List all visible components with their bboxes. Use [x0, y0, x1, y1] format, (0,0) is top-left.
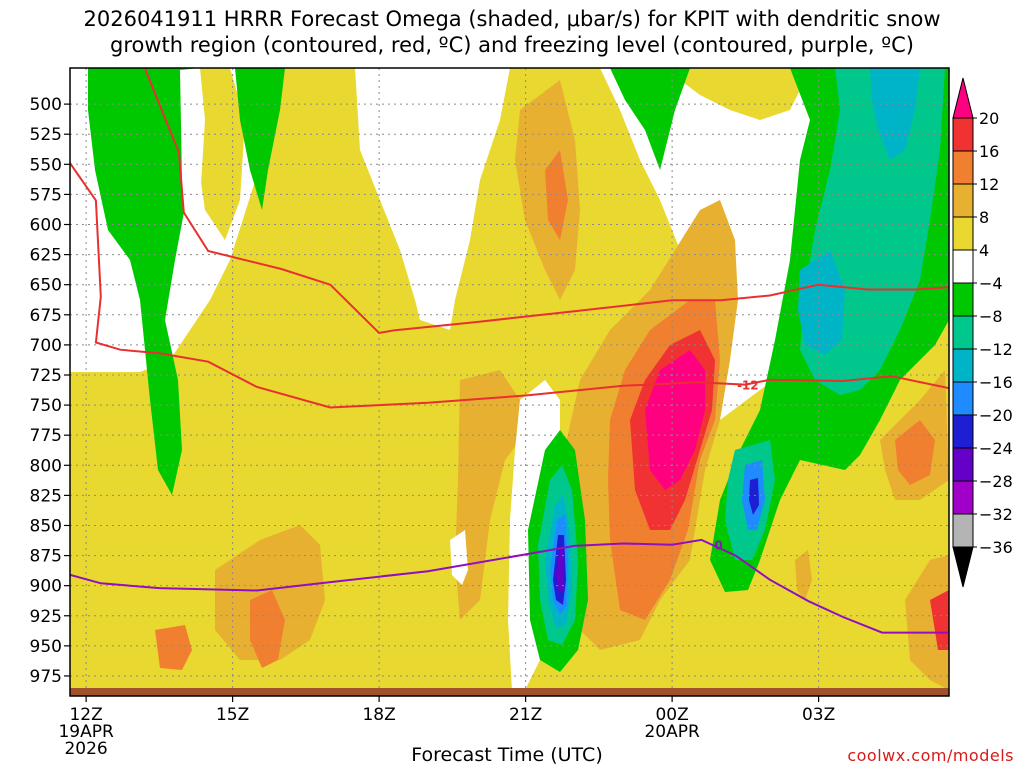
x-tick-label: 18Z: [362, 705, 395, 725]
colorbar-top-arrow: [952, 77, 974, 119]
y-tick-label: 525: [30, 125, 62, 145]
y-tick-label: 975: [30, 667, 62, 687]
colorbar-label: −36: [979, 538, 1013, 557]
colorbar-label: −28: [979, 472, 1013, 491]
field-green-left2: [235, 68, 285, 210]
y-tick-label: 925: [30, 607, 62, 627]
y-tick-label: 850: [30, 516, 62, 536]
field-orange-top2: [545, 150, 568, 240]
field-ltorange-right2: [905, 555, 949, 690]
colorbar-box-3: [952, 216, 974, 251]
x-tick-date: 20APR: [644, 722, 700, 742]
x-tick-label: 00Z: [655, 705, 688, 725]
y-tick-label: 650: [30, 276, 62, 296]
y-axis: 500 525 550 575 600 625 650 675 700 725 750 775 800 8…: [30, 95, 70, 687]
colorbar-box-8: [952, 381, 974, 416]
colorbar-label: −24: [979, 439, 1013, 458]
contour-line-2: [70, 538, 949, 634]
x-tick-label: 03Z: [802, 705, 835, 725]
y-tick-label: 750: [30, 396, 62, 416]
colorbar-box-1: [952, 150, 974, 185]
x-tick-year: 2026: [64, 739, 107, 759]
x-tick-label: 21Z: [509, 705, 542, 725]
field-green-left: [88, 68, 200, 495]
contour-label-0: 0: [714, 539, 722, 553]
contour-label-minus12: -12: [737, 379, 759, 393]
field-orange-small: [155, 625, 192, 670]
omega-shaded-field: [70, 68, 949, 696]
colorbar-box-11: [952, 480, 974, 515]
field-cyan-right2: [798, 250, 845, 355]
site-credit: coolwx.com/models: [847, 746, 1014, 765]
y-tick-label: 625: [30, 246, 62, 266]
y-tick-label: 800: [30, 456, 62, 476]
field-dkblue-lower: [749, 478, 759, 515]
x-tick-label: 15Z: [216, 705, 249, 725]
colorbar-label: 16: [979, 142, 999, 161]
colorbar-box-12: [952, 513, 974, 548]
ground-strip: [70, 688, 949, 696]
y-tick-label: 700: [30, 336, 62, 356]
colorbar-label: −32: [979, 505, 1013, 524]
colorbar-bottom-arrow: [952, 546, 974, 588]
colorbar-box-5: [952, 282, 974, 317]
field-yellow-topright: [660, 68, 800, 120]
y-tick-label: 600: [30, 216, 62, 236]
x-tick-date: 19APR: [58, 722, 114, 742]
field-green-mid: [610, 68, 690, 170]
colorbar-label: 8: [979, 208, 989, 227]
colorbar-box-6: [952, 315, 974, 350]
colorbar: 20 16 12 8 4 −4 −8 −12 −16 −20 −24 −28 −32 −36: [952, 77, 1013, 588]
colorbar-label: 20: [979, 109, 999, 128]
colorbar-box-0: [952, 117, 974, 152]
field-pink-band: [645, 350, 705, 490]
colorbar-label: 4: [979, 241, 989, 260]
colorbar-label: 12: [979, 175, 999, 194]
colorbar-box-9: [952, 414, 974, 449]
grid-lines: [70, 68, 949, 688]
y-tick-label: 500: [30, 95, 62, 115]
colorbar-label: −20: [979, 406, 1013, 425]
field-ltorange-left: [455, 370, 520, 620]
contour-lines: -12 0: [70, 68, 949, 634]
field-red-right: [930, 590, 949, 650]
colorbar-label: −4: [979, 274, 1003, 293]
field-ltorange-mid: [795, 550, 812, 600]
colorbar-box-2: [952, 183, 974, 218]
colorbar-label: −8: [979, 307, 1003, 326]
y-tick-label: 825: [30, 486, 62, 506]
y-tick-label: 675: [30, 306, 62, 326]
field-cyan-right: [870, 68, 920, 160]
chart-title-line-1: 2026041911 HRRR Forecast Omega (shaded, …: [83, 7, 941, 31]
y-tick-label: 575: [30, 185, 62, 205]
contour-line-1: [143, 68, 949, 334]
colorbar-label: −12: [979, 340, 1013, 359]
plot-frame: [69, 67, 950, 697]
field-orange-lowleft: [250, 590, 285, 668]
y-tick-label: 725: [30, 366, 62, 386]
y-tick-label: 900: [30, 577, 62, 597]
chart-title-line-2: growth region (contoured, red, ºC) and f…: [110, 33, 914, 57]
y-tick-label: 550: [30, 155, 62, 175]
x-axis-label: Forecast Time (UTC): [411, 744, 603, 766]
y-tick-label: 875: [30, 547, 62, 567]
y-tick-label: 950: [30, 637, 62, 657]
field-orange-right: [895, 420, 935, 485]
colorbar-box-10: [952, 447, 974, 482]
contour-line-0: [70, 162, 949, 409]
field-white-hole2: [450, 530, 468, 585]
field-white-hole3: [180, 68, 205, 260]
colorbar-box-7: [952, 348, 974, 383]
y-tick-label: 775: [30, 426, 62, 446]
x-tick-label: 12Z: [69, 705, 102, 725]
colorbar-box-4: [952, 249, 974, 284]
field-purple-jet: [556, 545, 564, 592]
colorbar-label: −16: [979, 373, 1013, 392]
